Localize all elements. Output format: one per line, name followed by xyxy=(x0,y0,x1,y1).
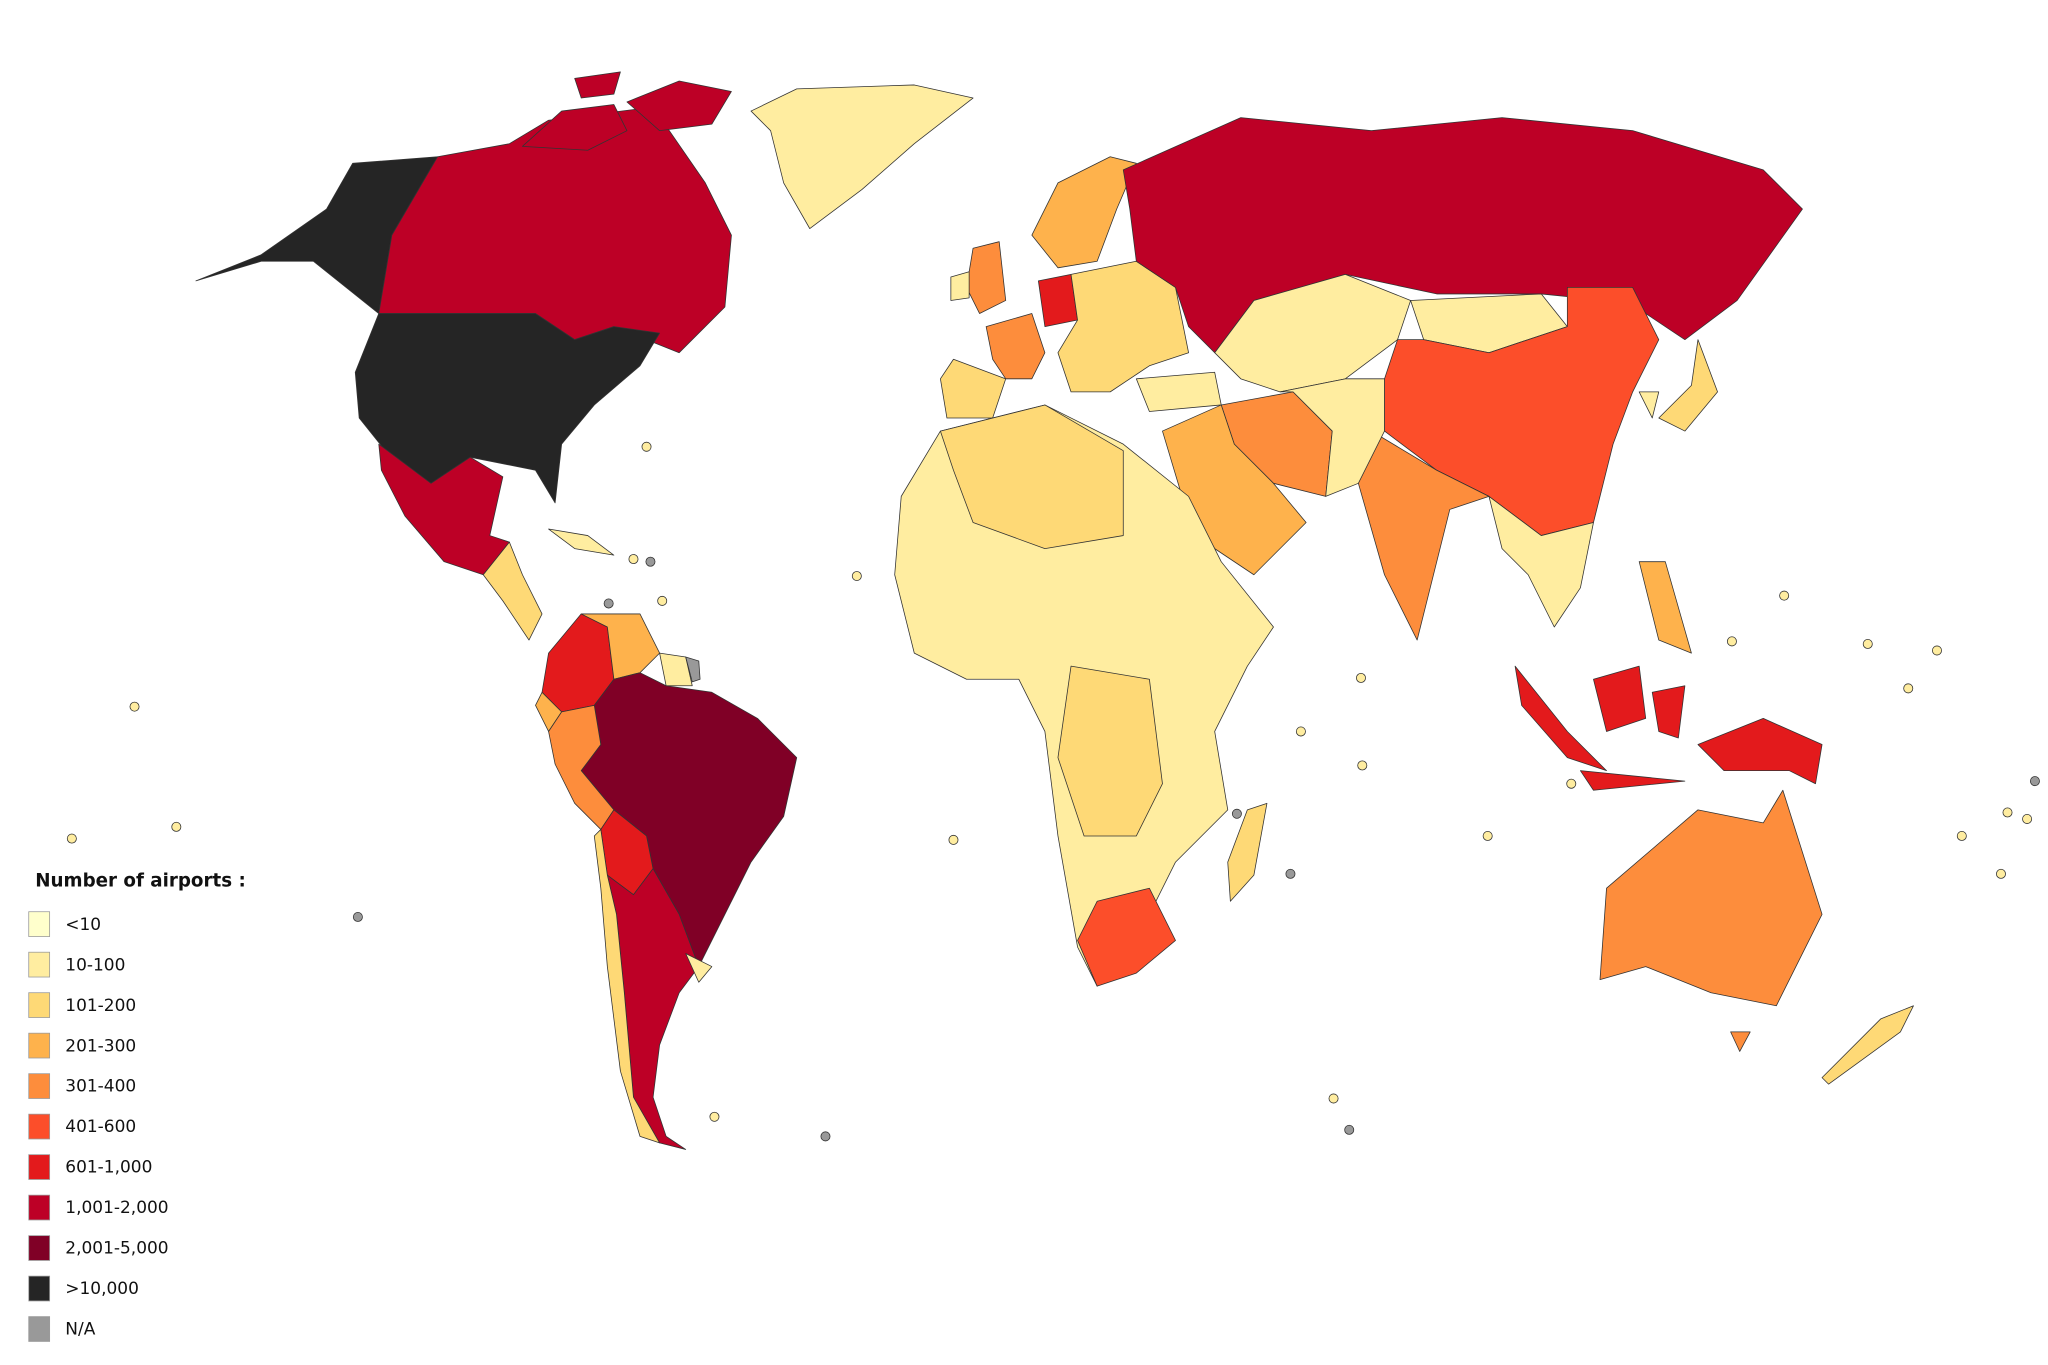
country xyxy=(1651,685,1686,739)
legend-label: 1,001-2,000 xyxy=(65,1198,168,1218)
island xyxy=(1566,778,1577,789)
country xyxy=(1638,391,1660,419)
island xyxy=(1295,726,1306,737)
country xyxy=(1730,1031,1751,1052)
country xyxy=(1638,561,1692,654)
island xyxy=(129,701,140,712)
legend-label: 101-200 xyxy=(65,996,136,1016)
country xyxy=(1135,371,1222,412)
country xyxy=(1821,1005,1914,1085)
country xyxy=(659,652,693,687)
country xyxy=(1593,665,1647,732)
legend-title: Number of airports : xyxy=(35,871,246,892)
country xyxy=(1227,802,1268,902)
country xyxy=(1357,430,1490,641)
country xyxy=(1488,495,1594,628)
island xyxy=(657,595,668,606)
legend-label: >10,000 xyxy=(65,1279,139,1299)
island xyxy=(1726,636,1737,647)
island xyxy=(2029,776,2040,787)
island xyxy=(2002,807,2013,818)
legend-swatch xyxy=(28,1275,51,1302)
island xyxy=(1357,760,1368,771)
legend-swatch xyxy=(28,1316,51,1342)
country xyxy=(1031,156,1137,269)
island xyxy=(820,1131,831,1142)
legend-swatch xyxy=(28,1194,51,1221)
country xyxy=(354,313,660,504)
island xyxy=(1328,1093,1339,1104)
legend-swatch xyxy=(28,992,51,1018)
island xyxy=(2022,814,2033,824)
country xyxy=(548,704,615,830)
island xyxy=(1344,1124,1355,1135)
legend-swatch xyxy=(28,1154,51,1180)
island xyxy=(709,1111,720,1122)
legend-swatch xyxy=(28,911,51,937)
island xyxy=(1862,639,1873,649)
country xyxy=(950,271,970,301)
island xyxy=(171,821,182,832)
countries xyxy=(195,71,1914,1150)
legend-swatch xyxy=(28,1235,51,1261)
island xyxy=(1956,831,1967,841)
country xyxy=(1697,718,1823,785)
country xyxy=(1077,887,1176,987)
country xyxy=(593,829,660,1144)
legend-label: <10 xyxy=(65,915,101,935)
legend-swatch xyxy=(28,951,51,978)
island xyxy=(1356,672,1366,683)
country xyxy=(966,241,1007,314)
country xyxy=(522,104,628,151)
country xyxy=(1384,287,1660,536)
island xyxy=(1482,831,1493,841)
island xyxy=(603,598,614,609)
country xyxy=(985,313,1046,380)
legend-label: 10-100 xyxy=(65,955,125,975)
country xyxy=(1037,273,1078,327)
islands xyxy=(66,441,2040,1142)
island xyxy=(352,911,363,922)
island xyxy=(645,556,656,567)
legend-swatch xyxy=(28,1113,51,1140)
country xyxy=(940,404,1124,550)
island xyxy=(66,833,77,844)
legend-label: 301-400 xyxy=(65,1077,136,1097)
country xyxy=(685,656,701,683)
island xyxy=(1903,683,1914,694)
country xyxy=(1599,789,1823,1007)
country xyxy=(626,80,732,132)
island xyxy=(641,441,652,452)
country xyxy=(1658,339,1718,432)
island xyxy=(851,571,862,582)
island xyxy=(1231,808,1242,819)
legend-label: N/A xyxy=(65,1320,95,1340)
legend-label: 2,001-5,000 xyxy=(65,1239,168,1259)
island xyxy=(948,834,959,845)
country xyxy=(574,71,621,99)
legend-label: 401-600 xyxy=(65,1117,136,1137)
country xyxy=(1057,665,1163,837)
country xyxy=(1279,378,1385,497)
country xyxy=(685,953,713,983)
country xyxy=(940,358,1007,419)
country xyxy=(1580,770,1686,791)
island xyxy=(628,554,639,565)
country xyxy=(1514,665,1607,772)
legend-label: 201-300 xyxy=(65,1036,136,1056)
country xyxy=(750,84,974,230)
country xyxy=(548,528,615,556)
island xyxy=(1996,868,2006,879)
country xyxy=(482,541,543,641)
legend: Number of airports : <10 10-100 101-200 201… xyxy=(28,871,246,1342)
island xyxy=(1285,868,1296,879)
legend-swatch xyxy=(28,1073,51,1099)
legend-label: 601-1,000 xyxy=(65,1158,152,1178)
island xyxy=(1779,590,1790,601)
island xyxy=(1932,645,1942,656)
legend-swatch xyxy=(28,1032,51,1059)
